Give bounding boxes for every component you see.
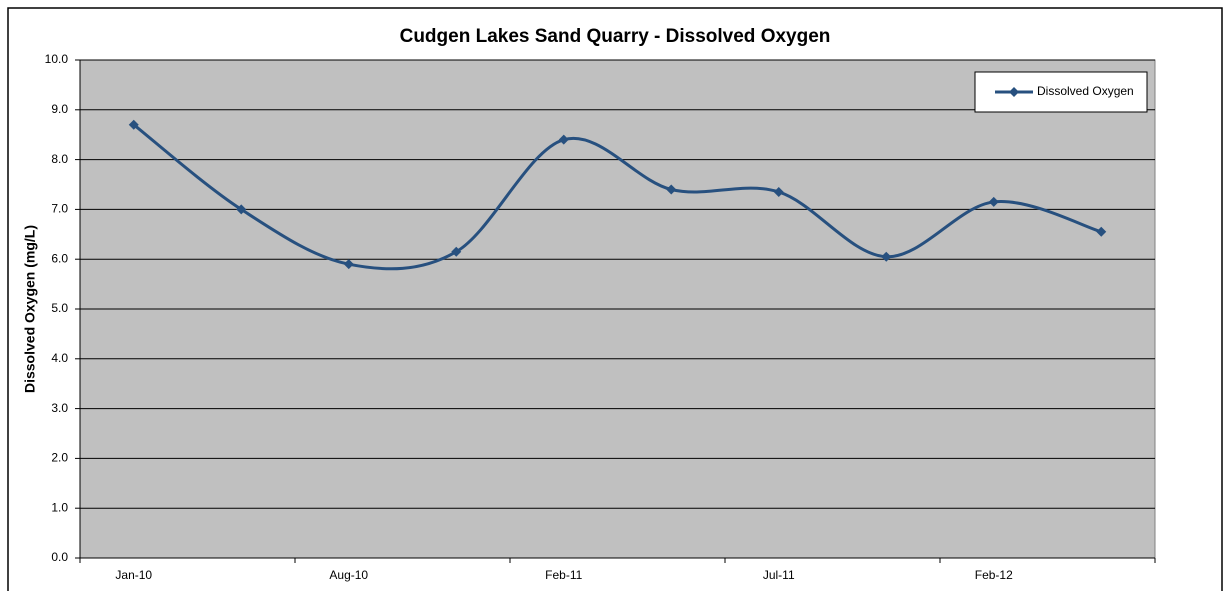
marker bbox=[128, 119, 139, 130]
marker bbox=[236, 204, 247, 215]
x-tick-label: Feb-12 bbox=[975, 568, 1013, 582]
marker bbox=[558, 134, 569, 145]
y-tick-label: 7.0 bbox=[51, 202, 68, 216]
legend-label: Dissolved Oxygen bbox=[1037, 84, 1134, 98]
x-tick-label: Feb-11 bbox=[545, 568, 582, 582]
y-tick-label: 2.0 bbox=[51, 451, 68, 465]
x-tick-label: Jan-10 bbox=[115, 568, 152, 582]
y-tick-label: 6.0 bbox=[51, 251, 68, 265]
y-axis-label: Dissolved Oxygen (mg/L) bbox=[22, 225, 38, 393]
marker bbox=[343, 259, 354, 270]
marker bbox=[666, 184, 677, 195]
y-tick-label: 3.0 bbox=[51, 401, 68, 415]
marker bbox=[988, 196, 999, 207]
marker bbox=[1096, 226, 1107, 237]
y-tick-label: 8.0 bbox=[51, 152, 68, 166]
x-tick-label: Aug-10 bbox=[329, 568, 368, 582]
line bbox=[132, 123, 1102, 271]
x-tick-label: Jul-11 bbox=[763, 568, 795, 582]
chart-title: Cudgen Lakes Sand Quarry - Dissolved Oxy… bbox=[400, 26, 831, 47]
y-tick-label: 10.0 bbox=[45, 52, 69, 66]
y-tick-label: 9.0 bbox=[51, 102, 68, 116]
marker bbox=[881, 251, 892, 262]
y-tick-label: 1.0 bbox=[51, 500, 68, 514]
y-tick-label: 4.0 bbox=[51, 351, 68, 365]
marker bbox=[451, 246, 462, 257]
y-tick-label: 5.0 bbox=[51, 301, 68, 315]
y-tick-label: 0.0 bbox=[51, 550, 68, 564]
marker bbox=[773, 186, 784, 197]
legend-marker bbox=[1009, 87, 1019, 97]
